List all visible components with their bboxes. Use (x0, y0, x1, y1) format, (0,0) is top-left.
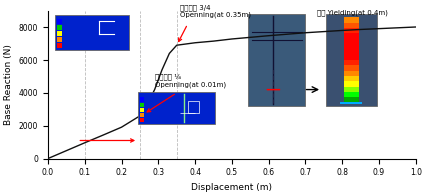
Bar (344, 60, 359, 65)
Bar (344, 28, 359, 33)
Bar (344, 76, 359, 81)
Bar (344, 71, 359, 76)
Bar (57, 43, 61, 48)
Bar (57, 31, 61, 36)
Bar (344, 23, 359, 28)
Bar (344, 33, 359, 39)
Bar (344, 17, 359, 23)
Bar (248, 14, 305, 106)
Bar (344, 39, 359, 44)
Bar (140, 113, 144, 117)
X-axis label: Displacement (m): Displacement (m) (191, 183, 272, 192)
Bar (140, 103, 144, 107)
Bar (55, 15, 129, 50)
Bar (344, 65, 359, 71)
Y-axis label: Base Reaction (N): Base Reaction (N) (4, 44, 13, 125)
Bar (57, 37, 61, 42)
Text: 지주 Yielding(at 0.4m): 지주 Yielding(at 0.4m) (317, 10, 387, 16)
Bar (344, 49, 359, 55)
Bar (138, 92, 215, 124)
Bar (57, 19, 61, 24)
Bar (140, 108, 144, 112)
Bar (57, 25, 61, 30)
Bar (140, 118, 144, 122)
Bar (344, 81, 359, 87)
Text: 기초밀면 3/4
Openning(at 0.35m): 기초밀면 3/4 Openning(at 0.35m) (180, 4, 251, 18)
Bar (344, 97, 359, 103)
Bar (188, 101, 199, 113)
Text: 기초밀면 ⅛
Openning(at 0.01m): 기초밀면 ⅛ Openning(at 0.01m) (155, 74, 226, 88)
Bar (344, 92, 359, 97)
Bar (344, 87, 359, 92)
Bar (140, 97, 144, 102)
Bar (340, 102, 363, 104)
Bar (326, 14, 377, 106)
Bar (344, 55, 359, 60)
Bar (344, 44, 359, 49)
